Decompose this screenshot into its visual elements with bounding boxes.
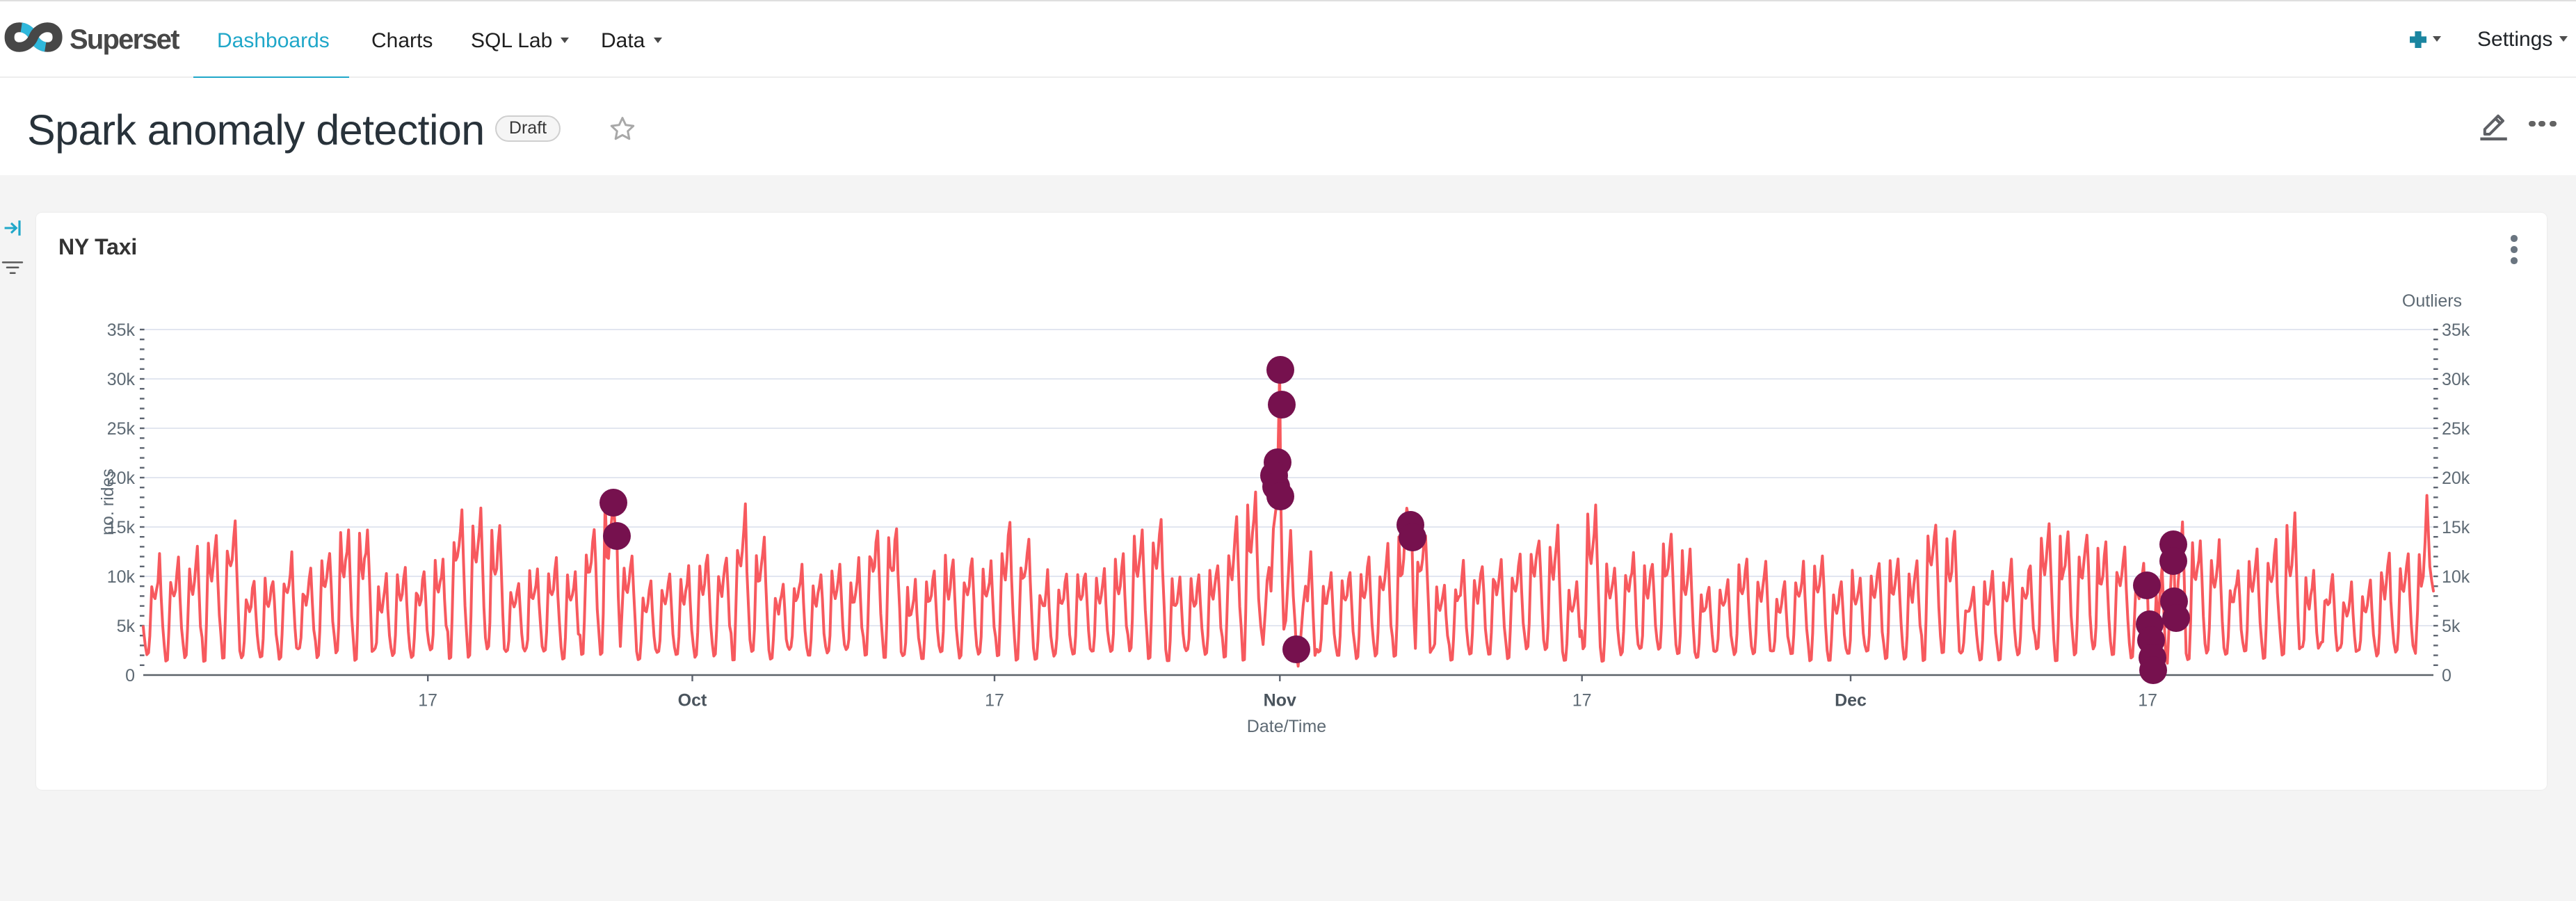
svg-text:Outliers: Outliers: [2401, 291, 2461, 310]
svg-text:35k: 35k: [106, 320, 135, 339]
svg-text:no. rides: no. rides: [97, 468, 117, 535]
svg-text:30k: 30k: [2441, 369, 2470, 389]
svg-text:17: 17: [984, 690, 1004, 709]
svg-text:25k: 25k: [2441, 419, 2470, 438]
svg-text:17: 17: [2137, 690, 2157, 709]
svg-text:Dec: Dec: [1834, 690, 1866, 709]
svg-text:0: 0: [124, 665, 134, 685]
svg-text:10k: 10k: [106, 567, 135, 586]
svg-text:20k: 20k: [2441, 468, 2470, 487]
svg-text:17: 17: [1572, 690, 1591, 709]
svg-text:17: 17: [417, 690, 437, 709]
svg-text:20k: 20k: [106, 468, 135, 487]
svg-text:25k: 25k: [106, 419, 135, 438]
svg-text:Oct: Oct: [677, 690, 707, 709]
svg-text:15k: 15k: [2441, 517, 2470, 537]
svg-text:35k: 35k: [2441, 320, 2470, 339]
svg-text:30k: 30k: [106, 369, 135, 389]
svg-text:Date/Time: Date/Time: [1246, 716, 1326, 736]
svg-text:Nov: Nov: [1263, 690, 1296, 709]
svg-text:0: 0: [2441, 665, 2451, 685]
svg-text:5k: 5k: [2441, 616, 2460, 635]
svg-text:15k: 15k: [106, 517, 135, 537]
svg-text:10k: 10k: [2441, 567, 2470, 586]
svg-text:5k: 5k: [116, 616, 135, 635]
